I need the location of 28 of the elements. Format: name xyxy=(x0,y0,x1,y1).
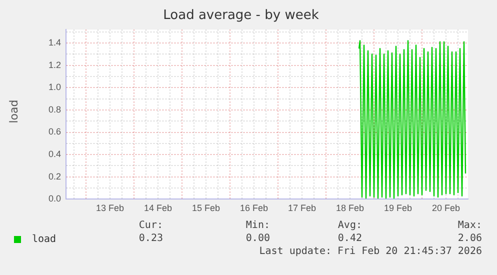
text: Last update: Fri Feb 20 21:45:37 2026 xyxy=(259,246,482,257)
text: 2.06 xyxy=(458,233,482,244)
x-tick-label: 15 Feb xyxy=(192,203,220,214)
text: 0.42 xyxy=(338,233,362,244)
text: Min: xyxy=(246,220,270,231)
x-tick-label: 14 Feb xyxy=(144,203,172,214)
legend-label: load xyxy=(32,234,56,245)
text: 0.23 xyxy=(138,233,163,244)
x-tick-label: 18 Feb xyxy=(336,203,364,214)
x-tick-label: 19 Feb xyxy=(384,203,412,214)
y-tick-label: 0.0 xyxy=(48,194,61,204)
x-tick-label: 20 Feb xyxy=(432,203,460,214)
x-tick-label: 16 Feb xyxy=(240,203,268,214)
text: Cur: xyxy=(138,220,163,231)
x-tick-label: 17 Feb xyxy=(288,203,316,214)
y-tick-label: 0.2 xyxy=(48,171,61,182)
text: Avg: xyxy=(338,220,362,231)
y-tick-label: 0.8 xyxy=(48,104,61,114)
y-tick-label: 0.4 xyxy=(48,149,61,160)
y-tick-label: 1.4 xyxy=(48,37,61,48)
y-tick-label: 0.6 xyxy=(48,126,61,137)
y-tick-label: 1.2 xyxy=(48,60,61,70)
y-axis-title: load xyxy=(7,100,20,124)
text: Max: xyxy=(458,220,482,231)
x-tick-label: 13 Feb xyxy=(96,203,124,214)
y-tick-label: 1.0 xyxy=(48,82,61,92)
chart-title: Load average - by week xyxy=(163,8,320,24)
text: 0.00 xyxy=(246,233,270,244)
